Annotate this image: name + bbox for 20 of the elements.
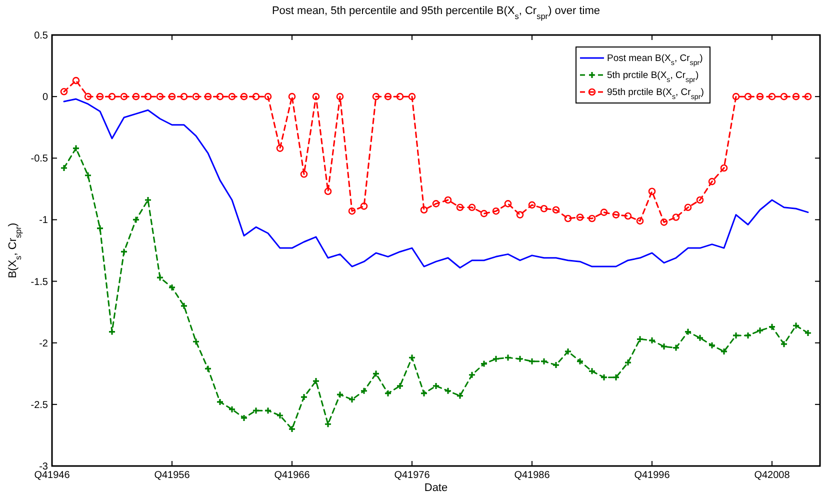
x-tick-label: Q41996 [634,470,670,481]
y-tick-label: 0.5 [34,30,48,42]
legend-label: Post mean B(X$_{s}$, Cr$_{spr}$) [607,53,703,67]
y-tick-label: -1.5 [30,276,48,288]
x-axis-title: Date [424,482,448,493]
y-tick-label: -2.5 [30,400,48,411]
chart-title: Post mean, 5th percentile and 95th percentile B(X$_{s}$, Cr$_{spr}$) over time [272,5,600,20]
y-tick-label: 0 [42,92,48,104]
y-tick-label: -0.5 [30,154,48,165]
x-tick-label: Q41986 [514,470,550,481]
x-tick-label: Q41976 [394,470,430,481]
x-tick-label: Q41966 [274,470,310,481]
y-tick-label: -3 [39,462,48,472]
legend-label: 5th prctile B(X$_{s}$, Cr$_{spr}$) [607,70,699,84]
x-tick-label: Q41956 [154,470,190,481]
y-tick-label: -1 [39,215,48,226]
legend-label: 95th prctile B(X$_{s}$, Cr$_{spr}$) [607,87,704,101]
x-tick-label: Q41946 [34,470,70,481]
x-tick-label: Q42008 [754,470,790,481]
y-tick-label: -2 [39,338,48,350]
